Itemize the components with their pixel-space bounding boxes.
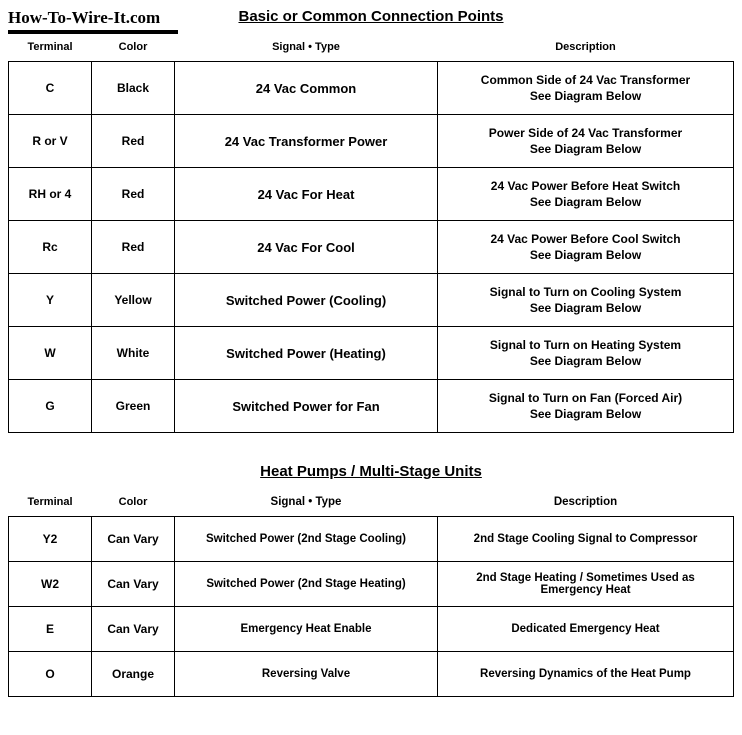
cell-signal: Switched Power (Heating) [175, 327, 438, 380]
table-row: R or VRed24 Vac Transformer PowerPower S… [9, 115, 734, 168]
header-signal: Signal • Type [175, 490, 438, 517]
cell-desc-line2: See Diagram Below [444, 141, 727, 157]
table-row: ECan VaryEmergency Heat EnableDedicated … [9, 607, 734, 652]
cell-signal: Switched Power (2nd Stage Heating) [175, 562, 438, 607]
cell-color: Black [92, 62, 175, 115]
cell-desc-line1: Signal to Turn on Fan (Forced Air) [444, 390, 727, 406]
table-row: OOrangeReversing ValveReversing Dynamics… [9, 652, 734, 697]
cell-terminal: G [9, 380, 92, 433]
header-terminal: Terminal [9, 490, 92, 517]
cell-desc-line2: See Diagram Below [444, 300, 727, 316]
cell-color: White [92, 327, 175, 380]
cell-terminal: C [9, 62, 92, 115]
cell-desc: 24 Vac Power Before Heat SwitchSee Diagr… [438, 168, 734, 221]
header-color: Color [92, 490, 175, 517]
header-desc: Description [438, 35, 734, 62]
cell-color: Can Vary [92, 517, 175, 562]
cell-desc: 2nd Stage Heating / Sometimes Used as Em… [438, 562, 734, 607]
cell-desc: Signal to Turn on Fan (Forced Air)See Di… [438, 380, 734, 433]
cell-color: Red [92, 115, 175, 168]
cell-signal: 24 Vac Transformer Power [175, 115, 438, 168]
cell-terminal: Rc [9, 221, 92, 274]
cell-signal: 24 Vac Common [175, 62, 438, 115]
cell-terminal: Y [9, 274, 92, 327]
cell-desc-line2: See Diagram Below [444, 194, 727, 210]
cell-desc: Signal to Turn on Heating SystemSee Diag… [438, 327, 734, 380]
table-row: WWhiteSwitched Power (Heating)Signal to … [9, 327, 734, 380]
table-row: RH or 4Red24 Vac For Heat24 Vac Power Be… [9, 168, 734, 221]
cell-desc-line1: 24 Vac Power Before Cool Switch [444, 231, 727, 247]
cell-color: Can Vary [92, 562, 175, 607]
cell-desc-line1: Common Side of 24 Vac Transformer [444, 72, 727, 88]
cell-terminal: O [9, 652, 92, 697]
cell-terminal: Y2 [9, 517, 92, 562]
cell-desc-line1: Signal to Turn on Heating System [444, 337, 727, 353]
header-terminal: Terminal [9, 35, 92, 62]
cell-desc: Reversing Dynamics of the Heat Pump [438, 652, 734, 697]
cell-color: Green [92, 380, 175, 433]
cell-desc-line1: Signal to Turn on Cooling System [444, 284, 727, 300]
cell-desc-line2: See Diagram Below [444, 353, 727, 369]
cell-desc: Power Side of 24 Vac TransformerSee Diag… [438, 115, 734, 168]
cell-signal: Reversing Valve [175, 652, 438, 697]
table-row: Y2Can VarySwitched Power (2nd Stage Cool… [9, 517, 734, 562]
cell-terminal: RH or 4 [9, 168, 92, 221]
cell-signal: Emergency Heat Enable [175, 607, 438, 652]
cell-terminal: R or V [9, 115, 92, 168]
heatpump-table: Terminal Color Signal • Type Description… [8, 490, 734, 697]
header-desc: Description [438, 490, 734, 517]
table1-title: Basic or Common Connection Points [8, 8, 734, 25]
cell-desc: 2nd Stage Cooling Signal to Compressor [438, 517, 734, 562]
cell-desc: 24 Vac Power Before Cool SwitchSee Diagr… [438, 221, 734, 274]
header-signal: Signal • Type [175, 35, 438, 62]
cell-terminal: W2 [9, 562, 92, 607]
cell-color: Yellow [92, 274, 175, 327]
cell-desc-line2: See Diagram Below [444, 247, 727, 263]
cell-signal: 24 Vac For Cool [175, 221, 438, 274]
table-row: CBlack24 Vac CommonCommon Side of 24 Vac… [9, 62, 734, 115]
cell-desc: Signal to Turn on Cooling SystemSee Diag… [438, 274, 734, 327]
cell-terminal: E [9, 607, 92, 652]
cell-signal: Switched Power for Fan [175, 380, 438, 433]
cell-desc: Dedicated Emergency Heat [438, 607, 734, 652]
cell-color: Red [92, 168, 175, 221]
table-row: YYellowSwitched Power (Cooling)Signal to… [9, 274, 734, 327]
table-row: W2Can VarySwitched Power (2nd Stage Heat… [9, 562, 734, 607]
cell-desc-line1: Power Side of 24 Vac Transformer [444, 125, 727, 141]
cell-desc-line2: See Diagram Below [444, 88, 727, 104]
cell-signal: Switched Power (2nd Stage Cooling) [175, 517, 438, 562]
table2-title: Heat Pumps / Multi-Stage Units [8, 463, 734, 480]
table-row: RcRed24 Vac For Cool24 Vac Power Before … [9, 221, 734, 274]
cell-signal: 24 Vac For Heat [175, 168, 438, 221]
basic-connections-table: Terminal Color Signal • Type Description… [8, 35, 734, 433]
header-color: Color [92, 35, 175, 62]
cell-color: Can Vary [92, 607, 175, 652]
cell-terminal: W [9, 327, 92, 380]
table-row: GGreenSwitched Power for FanSignal to Tu… [9, 380, 734, 433]
table-header-row: Terminal Color Signal • Type Description [9, 35, 734, 62]
cell-color: Red [92, 221, 175, 274]
cell-color: Orange [92, 652, 175, 697]
cell-desc-line1: 24 Vac Power Before Heat Switch [444, 178, 727, 194]
cell-signal: Switched Power (Cooling) [175, 274, 438, 327]
table-header-row: Terminal Color Signal • Type Description [9, 490, 734, 517]
cell-desc-line2: See Diagram Below [444, 406, 727, 422]
cell-desc: Common Side of 24 Vac TransformerSee Dia… [438, 62, 734, 115]
site-logo-underline [8, 30, 178, 34]
